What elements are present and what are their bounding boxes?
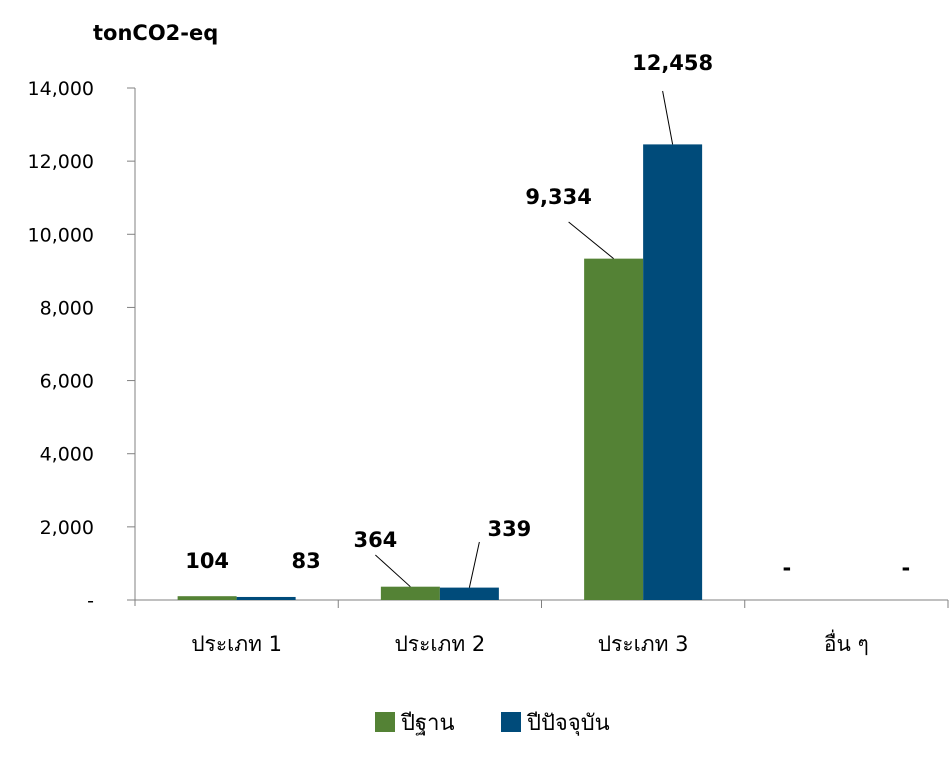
data-label: 9,334	[525, 185, 591, 209]
x-category-label: อื่น ๆ	[824, 629, 869, 656]
data-labels: 104 364 9,334 - 83 339 12,458 -	[185, 51, 910, 588]
y-tick-label: -	[87, 590, 94, 612]
x-category-label: ประเภท 3	[598, 632, 689, 656]
label-leader-line	[662, 90, 674, 145]
bar-base-year	[177, 596, 237, 600]
x-category-label: ประเภท 2	[394, 632, 485, 656]
label-leader-line	[468, 541, 480, 588]
x-category-label: ประเภท 1	[191, 632, 282, 656]
legend-label: ปีฐาน	[400, 711, 455, 736]
bar-current-year	[439, 587, 499, 600]
bar-base-year	[584, 258, 644, 600]
y-tick-label: 12,000	[28, 151, 94, 173]
legend-swatch	[501, 712, 521, 732]
axes: - 2,000 4,000 6,000 8,000 10,000 12,000 14,000 ป…	[28, 78, 949, 656]
data-label: 83	[292, 549, 321, 573]
legend-label: ปีปัจจุบัน	[526, 711, 610, 736]
bar-current-year	[643, 144, 703, 601]
bar-base-year	[380, 586, 440, 600]
legend-swatch	[375, 712, 395, 732]
y-tick-label: 6,000	[40, 371, 94, 393]
label-leader-line	[568, 221, 614, 260]
data-label: -	[783, 556, 792, 580]
y-tick-label: 10,000	[28, 224, 94, 246]
data-label: -	[902, 556, 911, 580]
data-label: 12,458	[632, 51, 713, 75]
y-tick-label: 14,000	[28, 78, 94, 100]
data-label: 104	[185, 549, 229, 573]
bars	[177, 144, 703, 601]
data-label: 339	[487, 517, 531, 541]
legend: ปีฐาน ปีปัจจุบัน	[375, 711, 610, 736]
y-tick-label: 8,000	[40, 297, 94, 319]
y-tick-label: 2,000	[40, 517, 94, 539]
data-label: 364	[353, 528, 397, 552]
y-axis-unit-label: tonCO2-eq	[93, 21, 218, 45]
y-tick-label: 4,000	[40, 444, 94, 466]
bar-current-year	[236, 596, 296, 600]
label-leader-line	[375, 554, 411, 588]
